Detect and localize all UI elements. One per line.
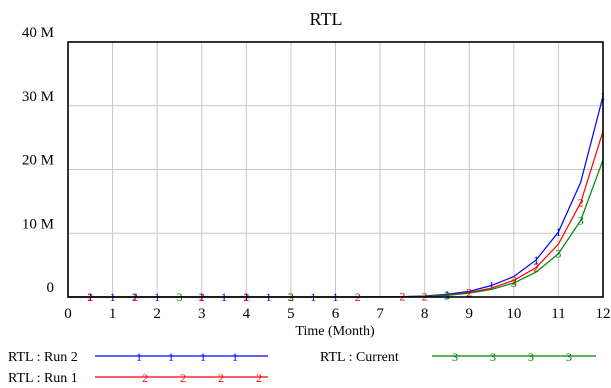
x-tick-label: 11 — [551, 306, 565, 322]
x-tick-label: 0 — [64, 306, 72, 322]
y-tick-label: 0 — [47, 280, 55, 296]
x-tick-label: 7 — [376, 306, 384, 322]
x-tick-label: 9 — [466, 306, 474, 322]
legend-label: RTL : Run 1 — [8, 371, 78, 386]
legend-marker: 2 — [180, 371, 186, 385]
legend-marker: 3 — [566, 350, 572, 364]
series-marker-1: 1 — [489, 279, 495, 293]
legend: RTL : Run 2 1 1 1 1 RTL : Run 1 2 2 2 2 RTL : Curr… — [8, 350, 596, 386]
x-tick-label: 4 — [243, 306, 251, 322]
legend-marker: 2 — [218, 371, 224, 385]
legend-marker: 3 — [528, 350, 534, 364]
x-tick-label: 1 — [109, 306, 117, 322]
series-marker-3: 3 — [511, 276, 517, 290]
legend-marker: 3 — [490, 350, 496, 364]
legend-label: RTL : Current — [320, 350, 399, 365]
series-marker-3: 3 — [444, 288, 450, 302]
x-axis: 0 1 2 3 4 5 6 7 8 9 10 11 12 — [64, 306, 610, 322]
legend-marker: 1 — [136, 350, 142, 364]
x-tick-label: 3 — [198, 306, 206, 322]
grid — [67, 41, 604, 298]
series-marker-3: 3 — [578, 214, 584, 228]
legend-marker: 1 — [168, 350, 174, 364]
series-marker-2: 2 — [466, 286, 472, 300]
x-tick-label: 6 — [332, 306, 340, 322]
legend-marker: 2 — [256, 371, 262, 385]
x-tick-label: 8 — [421, 306, 429, 322]
x-tick-label: 5 — [287, 306, 295, 322]
series-marker-2: 2 — [511, 273, 517, 287]
series-marker-1: 1 — [444, 287, 450, 301]
legend-marker: 3 — [452, 350, 458, 364]
legend-marker: 1 — [200, 350, 206, 364]
x-tick-label: 2 — [153, 306, 161, 322]
x-tick-label: 12 — [596, 306, 611, 322]
series-marker-1: 1 — [533, 253, 539, 267]
plot-frame — [67, 41, 604, 298]
legend-marker: 1 — [232, 350, 238, 364]
y-tick-label: 20 M — [22, 153, 54, 169]
legend-marker: 2 — [142, 371, 148, 385]
chart-title: RTL — [310, 9, 343, 29]
series-marker-3: 3 — [555, 247, 561, 261]
y-tick-label: 40 M — [22, 25, 54, 41]
legend-label: RTL : Run 2 — [8, 350, 78, 365]
y-tick-label: 30 M — [22, 89, 54, 105]
y-axis: 0 10 M 20 M 30 M 40 M — [22, 25, 54, 296]
x-axis-label: Time (Month) — [295, 324, 375, 339]
series-marker-2: 2 — [533, 261, 539, 275]
series-marker-2: 2 — [578, 196, 584, 210]
series-marker-1: 1 — [555, 225, 561, 239]
x-tick-label: 10 — [506, 306, 521, 322]
y-tick-label: 10 M — [22, 216, 54, 232]
